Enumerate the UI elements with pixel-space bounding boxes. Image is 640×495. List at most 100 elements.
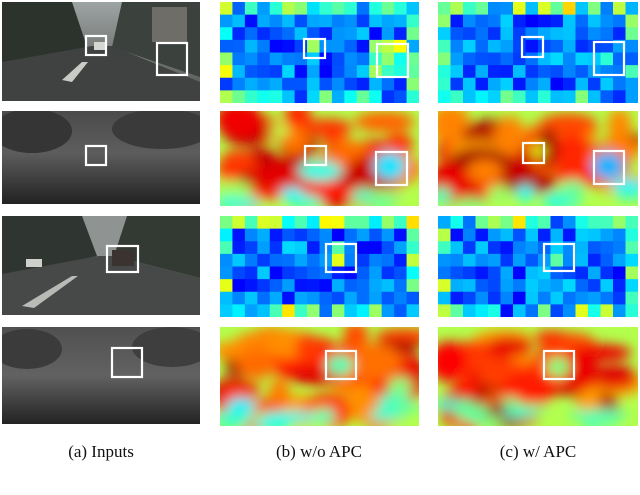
grid-cell bbox=[294, 65, 308, 79]
grid-cell bbox=[550, 291, 564, 305]
grid-cell bbox=[282, 90, 296, 103]
grid-cell bbox=[220, 304, 233, 317]
grid-cell bbox=[600, 241, 614, 255]
grid-cell bbox=[588, 14, 601, 28]
grid-cell bbox=[331, 14, 345, 28]
grid-cell bbox=[475, 77, 489, 91]
grid-cell bbox=[356, 2, 370, 16]
grid-cell bbox=[575, 14, 589, 28]
grid-cell bbox=[438, 241, 451, 255]
grid-cell bbox=[613, 228, 626, 242]
grid-cell bbox=[463, 77, 476, 91]
grid-cell bbox=[613, 77, 626, 91]
grid-cell bbox=[294, 304, 308, 317]
grid-cell bbox=[307, 52, 320, 66]
grid-cell bbox=[331, 27, 345, 41]
grid-cell bbox=[381, 39, 395, 53]
grid-cell bbox=[600, 39, 614, 53]
grid-cell bbox=[575, 228, 589, 242]
grid-cell bbox=[475, 27, 489, 41]
caption-with-apc: (c) w/ APC bbox=[499, 442, 577, 461]
grid-cell bbox=[356, 216, 370, 230]
grid-cell bbox=[463, 90, 476, 103]
grid-cell bbox=[438, 14, 451, 28]
grid-cell bbox=[406, 279, 419, 293]
input-depth-map-2 bbox=[2, 327, 200, 424]
grid-cell bbox=[344, 228, 358, 242]
grid-cell bbox=[475, 90, 489, 103]
grid-cell bbox=[257, 228, 271, 242]
grid-cell bbox=[369, 228, 383, 242]
grid-cell bbox=[269, 27, 283, 41]
grid-cell bbox=[220, 27, 233, 41]
grid-cell bbox=[475, 52, 489, 66]
grid-cell bbox=[438, 228, 451, 242]
heatmap-without-apc-1 bbox=[220, 111, 419, 206]
grid-cell bbox=[488, 65, 501, 79]
grid-cell bbox=[319, 279, 333, 293]
grid-cell bbox=[331, 228, 345, 242]
grid-cell bbox=[220, 52, 233, 66]
grid-cell bbox=[394, 27, 408, 41]
grid-cell bbox=[463, 216, 476, 230]
grid-cell bbox=[257, 52, 271, 66]
grid-cell bbox=[381, 291, 395, 305]
grid-cell bbox=[406, 304, 419, 317]
grid-cell bbox=[307, 279, 320, 293]
grid-cell bbox=[600, 291, 614, 305]
attention-grid-without-apc-1 bbox=[220, 2, 419, 103]
grid-cell bbox=[257, 65, 271, 79]
grid-cell bbox=[406, 228, 419, 242]
grid-cell bbox=[463, 39, 476, 53]
grid-cell bbox=[220, 39, 233, 53]
grid-cell bbox=[307, 291, 320, 305]
grid-cell bbox=[613, 266, 626, 280]
grid-cell bbox=[344, 2, 358, 16]
grid-cell bbox=[613, 14, 626, 28]
grid-cell bbox=[625, 90, 638, 103]
grid-cell bbox=[319, 77, 333, 91]
grid-cell bbox=[538, 228, 551, 242]
grid-cell bbox=[625, 39, 638, 53]
grid-cell bbox=[475, 65, 489, 79]
grid-cell bbox=[269, 90, 283, 103]
grid-cell bbox=[463, 65, 476, 79]
grid-cell bbox=[244, 14, 258, 28]
grid-cell bbox=[319, 39, 333, 53]
grid-cell bbox=[450, 304, 464, 317]
grid-cell bbox=[488, 2, 501, 16]
grid-cell bbox=[381, 279, 395, 293]
grid-cell bbox=[575, 253, 589, 267]
grid-cell bbox=[244, 241, 258, 255]
grid-cell bbox=[356, 39, 370, 53]
grid-cell bbox=[588, 228, 601, 242]
grid-cell bbox=[369, 253, 383, 267]
grid-cell bbox=[406, 216, 419, 230]
grid-cell bbox=[525, 90, 539, 103]
grid-cell bbox=[625, 14, 638, 28]
grid-cell bbox=[625, 291, 638, 305]
grid-cell bbox=[588, 304, 601, 317]
grid-cell bbox=[307, 77, 320, 91]
grid-cell bbox=[394, 228, 408, 242]
grid-cell bbox=[613, 279, 626, 293]
grid-cell bbox=[575, 266, 589, 280]
grid-cell bbox=[394, 77, 408, 91]
grid-cell bbox=[369, 2, 383, 16]
input-street-scene-2 bbox=[2, 216, 200, 315]
grid-cell bbox=[331, 253, 345, 267]
grid-cell bbox=[282, 241, 296, 255]
grid-cell bbox=[244, 253, 258, 267]
grid-cell bbox=[500, 65, 514, 79]
grid-cell bbox=[244, 39, 258, 53]
grid-cell bbox=[563, 2, 576, 16]
grid-cell bbox=[244, 2, 258, 16]
grid-cell bbox=[257, 90, 271, 103]
grid-cell bbox=[525, 279, 539, 293]
grid-cell bbox=[319, 304, 333, 317]
grid-cell bbox=[369, 27, 383, 41]
grid-cell bbox=[331, 65, 345, 79]
grid-cell bbox=[625, 65, 638, 79]
grid-cell bbox=[500, 90, 514, 103]
grid-cell bbox=[406, 291, 419, 305]
